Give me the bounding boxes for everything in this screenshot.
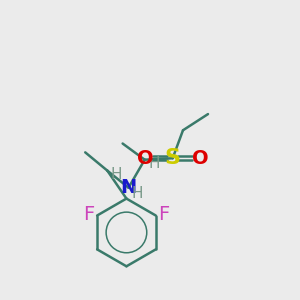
Text: H: H — [131, 186, 142, 201]
Text: F: F — [83, 205, 94, 224]
Text: H: H — [148, 156, 160, 171]
Text: O: O — [137, 149, 154, 168]
Text: F: F — [158, 205, 169, 224]
Text: S: S — [165, 148, 181, 168]
Text: H: H — [111, 167, 122, 182]
Text: O: O — [192, 149, 208, 168]
Text: N: N — [120, 178, 136, 197]
